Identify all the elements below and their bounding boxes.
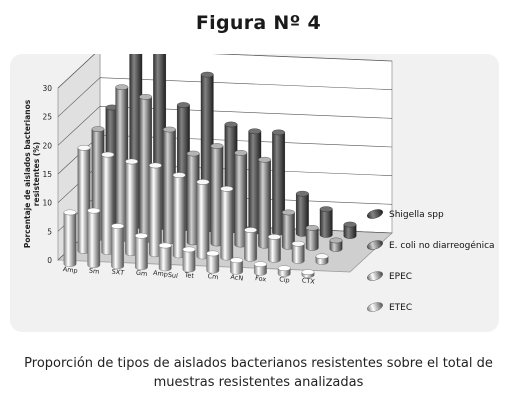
bar (248, 128, 262, 235)
x-tick-label: Gm (135, 269, 147, 279)
bar (139, 94, 153, 243)
gridline (57, 106, 393, 146)
bar (206, 250, 220, 274)
bar (234, 150, 248, 248)
bar (305, 225, 319, 251)
bar (267, 234, 281, 263)
legend-label: EPEC (389, 272, 412, 282)
legend-swatch (367, 209, 383, 219)
bar (125, 158, 139, 256)
legend-label: E. coli no diarreogénica (389, 240, 495, 251)
legend-swatch (367, 240, 383, 250)
bar (230, 257, 244, 275)
x-tick-label: CTX (301, 276, 315, 286)
chart-panel: 0 5 10 15 20 25 30 Porcentaje de aislados bacte… (10, 54, 499, 332)
bar (87, 207, 101, 268)
x-tick-label: Amp (62, 265, 78, 275)
x-tick-label: Tet (183, 271, 195, 280)
y-tick-label: 0 (47, 256, 52, 265)
bar (329, 237, 343, 252)
bar (210, 143, 224, 247)
bar (301, 269, 315, 278)
bar (253, 261, 267, 276)
bar (111, 223, 125, 269)
bar (343, 221, 357, 239)
caption-line-1: Proporción de tipos de aislados bacteria… (24, 356, 493, 371)
y-axis-label: Porcentaje de aislados bacterianosresist… (23, 99, 41, 248)
y-tick-label: 15 (42, 170, 52, 179)
legend-item: Shigella spp (367, 209, 444, 220)
x-tick-label: Cm (207, 272, 219, 281)
legend-item: E. coli no diarreogénica (367, 240, 495, 251)
bar (258, 156, 272, 249)
figure-caption: Proporción de tipos de aislados bacteria… (0, 354, 517, 392)
legend-item: ETEC (367, 302, 412, 313)
figure-title: Figura Nº 4 (195, 12, 322, 34)
bar (281, 209, 295, 250)
bar (182, 246, 196, 273)
x-tick-label: AcN (230, 273, 244, 283)
bar (63, 209, 77, 267)
bar (134, 232, 148, 271)
y-tick-label: 30 (42, 84, 52, 93)
y-tick-label: 5 (47, 227, 52, 236)
bar (315, 253, 329, 265)
x-tick-label: AmpSul (153, 269, 179, 280)
x-tick-label: Cip (279, 275, 290, 284)
legend-label: Shigella spp (389, 210, 444, 220)
bar (172, 172, 186, 259)
legend-item: EPEC (367, 271, 412, 282)
legend-swatch (367, 302, 383, 312)
bar (186, 150, 200, 246)
legend-swatch (367, 271, 383, 281)
bar (77, 145, 91, 254)
bar (291, 240, 305, 264)
y-tick-label: 10 (42, 199, 52, 208)
x-tick-label: Fox (255, 274, 267, 283)
bar (101, 151, 115, 255)
bar (244, 227, 258, 262)
gridline (57, 54, 393, 89)
x-tick-label: Sm (88, 266, 99, 275)
bar (162, 126, 176, 245)
caption-line-2: muestras resistentes analizadas (153, 375, 364, 390)
legend-label: ETEC (389, 303, 412, 313)
y-tick-label: 25 (42, 113, 52, 122)
gridline (57, 77, 393, 117)
y-tick-label: 20 (42, 141, 52, 150)
bar (148, 162, 162, 258)
bar (158, 242, 172, 272)
x-tick-label: SXT (111, 267, 124, 277)
bar (277, 265, 291, 277)
bar (220, 185, 234, 261)
bar (319, 206, 333, 238)
bar (196, 179, 210, 260)
bar (295, 190, 309, 237)
